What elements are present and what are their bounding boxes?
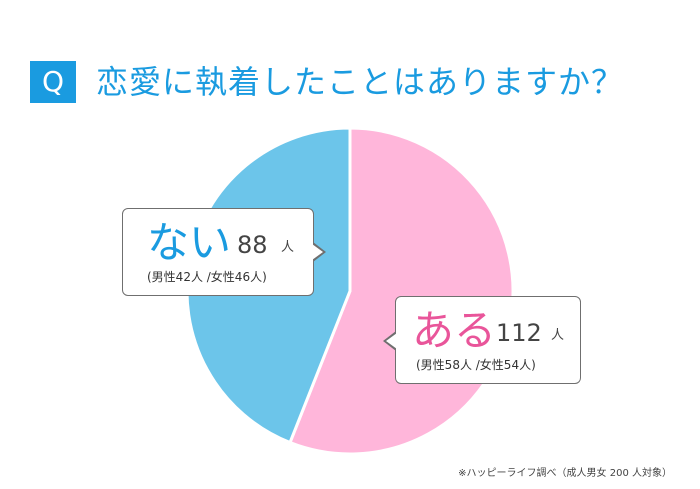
slice-unit-nai: 人 [281, 240, 295, 255]
question-badge: Q [30, 61, 76, 103]
callout-tail-fill [312, 244, 323, 260]
slice-breakdown-nai: (男性42人 /女性46人) [147, 270, 267, 284]
slice-label-nai: ない [147, 218, 232, 267]
callout-nai: ない 88 人 (男性42人 /女性46人) [122, 208, 326, 296]
slice-unit-aru: 人 [551, 328, 565, 343]
slice-label-aru: ある [412, 306, 497, 355]
chart-title: 恋愛に執着したことはありますか？ [96, 63, 625, 101]
callout-aru: ある 112 人 (男性58人 /女性54人) [383, 296, 581, 384]
source-note: ※ハッピーライフ調べ（成人男女 200 人対象） [458, 468, 672, 479]
slice-value-nai: 88 [237, 231, 268, 259]
callout-tail-fill [386, 333, 397, 349]
slice-value-aru: 112 [496, 319, 542, 347]
slice-breakdown-aru: (男性58人 /女性54人) [416, 358, 536, 372]
